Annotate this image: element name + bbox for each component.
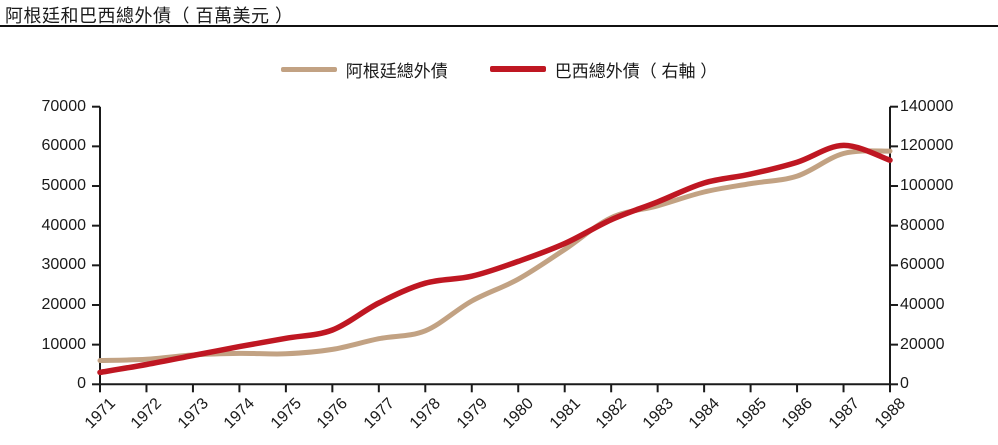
- y-axis-left-tick-label: 30000: [41, 256, 87, 274]
- legend-swatch-brazil: [489, 66, 546, 72]
- y-axis-right-tick-label: 140000: [900, 97, 954, 115]
- y-axis-right-tick-label: 120000: [900, 137, 954, 155]
- legend-label-argentina: 阿根廷總外債: [345, 61, 448, 81]
- title-divider: [0, 25, 998, 27]
- legend-item-brazil: 巴西總外債（ 右軸 ）: [489, 57, 718, 82]
- legend-item-argentina: 阿根廷總外債: [280, 57, 448, 82]
- y-axis-right-tick-label: 60000: [900, 256, 945, 274]
- x-axis-tick-label: 1988: [871, 395, 910, 433]
- y-axis-left-tick-label: 50000: [41, 177, 87, 194]
- y-axis-right-tick-label: 20000: [900, 335, 945, 353]
- legend-label-brazil: 巴西總外債（ 右軸 ）: [554, 61, 718, 81]
- y-axis-right-tick-label: 40000: [900, 295, 945, 313]
- y-axis-right-tick-label: 100000: [900, 177, 954, 194]
- series-line-argentina: [97, 148, 893, 363]
- y-axis-left-tick-label: 40000: [41, 216, 87, 234]
- y-axis-left-tick-label: 60000: [41, 137, 87, 155]
- y-axis-right-tick-label: 80000: [900, 216, 945, 234]
- chart-legend: 阿根廷總外債 巴西總外債（ 右軸 ）: [0, 52, 998, 86]
- y-axis-right-tick-label: 0: [900, 375, 909, 393]
- legend-swatch-argentina: [280, 66, 337, 72]
- y-axis-left-tick-label: 20000: [41, 295, 87, 313]
- y-axis-left-tick-label: 0: [77, 375, 86, 393]
- series-line-brazil: [97, 142, 893, 376]
- y-axis-left-tick-label: 10000: [41, 335, 87, 353]
- chart-title: 阿根廷和巴西總外債（ 百萬美元 ）: [5, 6, 294, 26]
- y-axis-left-tick-label: 70000: [41, 97, 87, 115]
